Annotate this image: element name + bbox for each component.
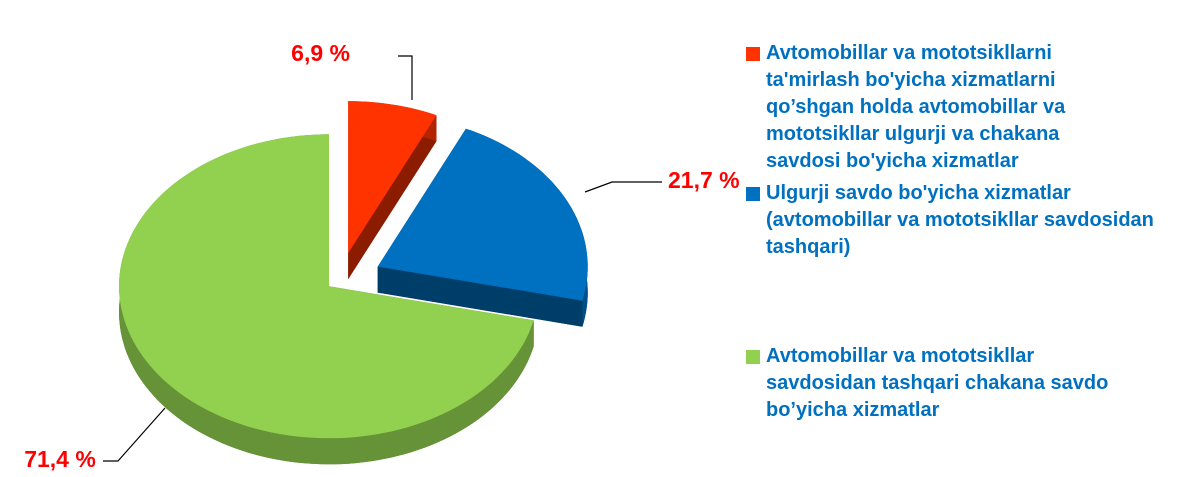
legend-swatch	[746, 187, 760, 201]
slice-group	[377, 128, 588, 327]
slice	[377, 128, 588, 301]
legend-item: Avtomobillar va mototsikllar savdosidan …	[746, 343, 1166, 424]
slice-group	[119, 134, 534, 465]
slice-group	[348, 101, 437, 280]
slice	[119, 134, 534, 439]
leader-line	[103, 407, 166, 462]
leader-line	[584, 181, 662, 193]
legend-text: Avtomobillar va mototsikllarni ta'mirlas…	[766, 42, 1066, 172]
data-label: 21,7 %	[668, 167, 740, 193]
legend-item: Avtomobillar va mototsikllarni ta'mirlas…	[746, 40, 1166, 175]
legend-text: Avtomobillar va mototsikllar savdosidan …	[766, 345, 1109, 421]
slice-edge	[377, 266, 583, 327]
slice	[348, 101, 437, 254]
data-label: 71,4 %	[24, 446, 96, 472]
slice-edge	[348, 115, 437, 280]
legend-item: Ulgurji savdo bo'yicha xizmatlar (avtomo…	[746, 180, 1166, 261]
legend-swatch	[746, 47, 760, 61]
leader-line	[398, 55, 413, 100]
legend-swatch	[746, 350, 760, 364]
data-label: 6,9 %	[291, 40, 350, 66]
legend-text: Ulgurji savdo bo'yicha xizmatlar (avtomo…	[766, 182, 1154, 258]
